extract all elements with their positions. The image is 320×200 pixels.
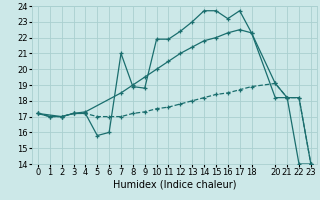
X-axis label: Humidex (Indice chaleur): Humidex (Indice chaleur)	[113, 180, 236, 190]
